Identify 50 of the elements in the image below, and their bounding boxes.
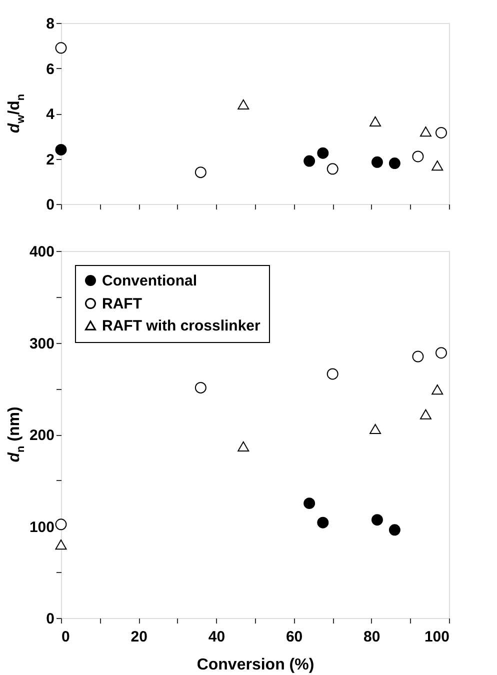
point bbox=[238, 99, 250, 110]
point bbox=[420, 126, 432, 137]
x-tick-label: 20 bbox=[130, 628, 148, 646]
point bbox=[194, 382, 206, 394]
legend-label: RAFT bbox=[102, 296, 142, 312]
point bbox=[55, 518, 67, 530]
x-tick-label: 60 bbox=[286, 628, 303, 646]
point bbox=[388, 524, 400, 536]
point bbox=[326, 368, 338, 380]
y-tick-label: 300 bbox=[29, 335, 54, 352]
y-tick-label: 0 bbox=[46, 610, 54, 628]
point bbox=[371, 514, 383, 526]
point bbox=[304, 155, 316, 167]
point bbox=[55, 42, 67, 54]
point bbox=[55, 540, 67, 550]
y-tick-label: 8 bbox=[46, 16, 54, 32]
x-axis-title: Conversion (%) bbox=[196, 656, 314, 674]
point bbox=[55, 144, 67, 156]
x-tick-label: 40 bbox=[208, 628, 226, 646]
point bbox=[435, 347, 447, 359]
point bbox=[432, 160, 444, 171]
y-tick-label: 100 bbox=[29, 518, 54, 536]
point bbox=[412, 350, 424, 362]
point bbox=[432, 384, 444, 395]
y-tick-label: 6 bbox=[46, 60, 54, 78]
y-tick-label: 400 bbox=[29, 244, 54, 260]
legend-label: Conventional bbox=[102, 272, 198, 290]
point bbox=[304, 498, 316, 510]
y-axis-title: dw/dn bbox=[6, 94, 27, 134]
y-axis-title: dn (nm) bbox=[6, 406, 27, 462]
y-tick-label: 0 bbox=[46, 196, 54, 214]
point bbox=[194, 166, 206, 178]
point bbox=[370, 424, 382, 434]
y-tick-label: 2 bbox=[46, 151, 54, 168]
point bbox=[317, 147, 329, 159]
point bbox=[326, 163, 338, 175]
x-tick-label: 0 bbox=[62, 628, 70, 646]
point bbox=[435, 127, 447, 138]
x-tick-label: 80 bbox=[364, 628, 380, 646]
point bbox=[370, 116, 382, 126]
point bbox=[412, 150, 424, 162]
point bbox=[317, 516, 329, 528]
point bbox=[371, 156, 383, 168]
point bbox=[238, 441, 250, 452]
legend-label: RAFT with crosslinker bbox=[102, 318, 261, 334]
point bbox=[420, 409, 432, 420]
point bbox=[388, 158, 400, 170]
y-tick-label: 200 bbox=[29, 427, 54, 444]
y-tick-label: 4 bbox=[46, 106, 56, 123]
x-tick-label: 100 bbox=[424, 628, 450, 646]
